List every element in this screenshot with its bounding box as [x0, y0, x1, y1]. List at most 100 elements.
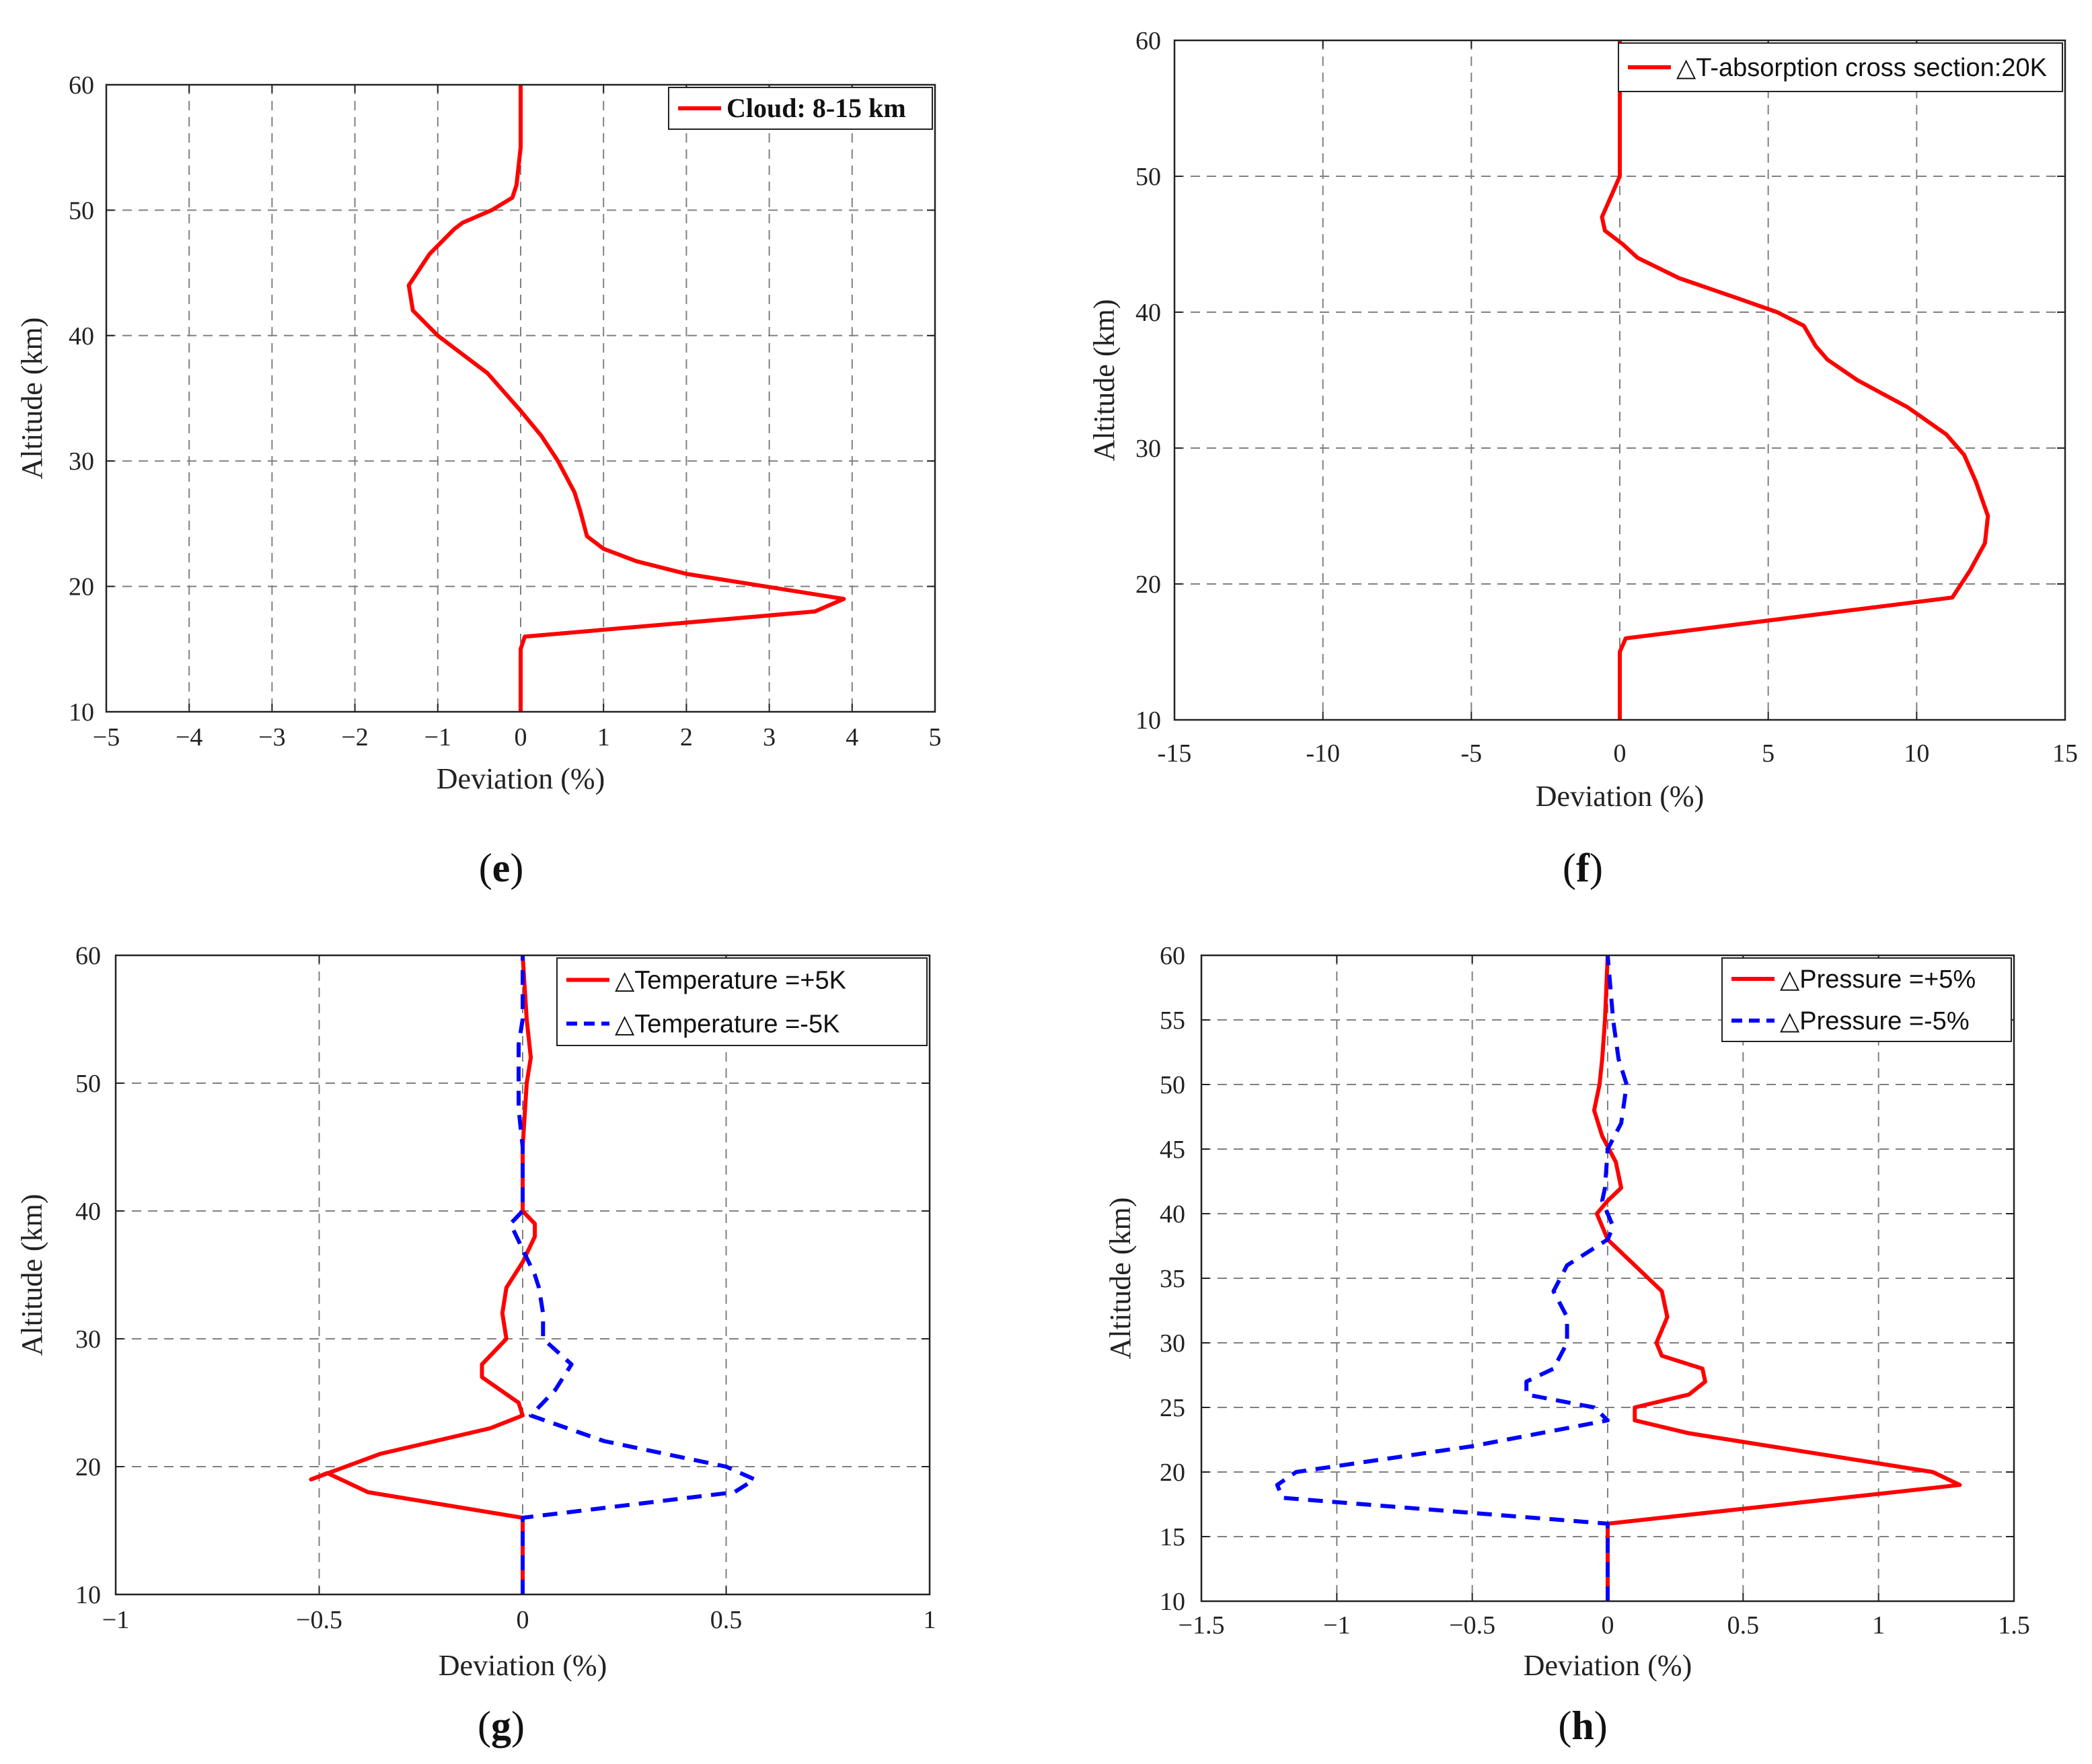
y-tick-label: 25 [1160, 1394, 1185, 1422]
y-tick-label: 20 [1135, 571, 1161, 599]
x-tick-label: −0.5 [1449, 1611, 1495, 1640]
x-tick-label: −1.5 [1179, 1611, 1225, 1640]
legend-entry-label: △T-absorption cross section:20K [1676, 54, 2047, 82]
x-tick-label: -10 [1306, 739, 1340, 768]
y-tick-label: 20 [1160, 1459, 1185, 1487]
y-axis-label: Altitude (km) [15, 318, 48, 480]
x-tick-label: 1.5 [1998, 1611, 2030, 1640]
legend: △Pressure =+5% △Pressure =-5% [1721, 957, 2012, 1042]
y-tick-label: 50 [69, 196, 94, 225]
y-tick-label: 35 [1160, 1265, 1185, 1293]
x-tick-label: 5 [1762, 739, 1775, 768]
y-tick-label: 60 [75, 942, 101, 970]
y-tick-label: 30 [69, 447, 94, 476]
y-tick-label: 60 [1135, 27, 1161, 55]
x-tick-label: 15 [2052, 739, 2078, 768]
axes-frame [1200, 954, 2015, 1603]
y-axis-label: Altitude (km) [1104, 1198, 1137, 1360]
x-tick-label: −3 [258, 723, 285, 751]
y-tick-label: 50 [1160, 1071, 1185, 1099]
legend-box [1618, 42, 2063, 92]
y-tick-label: 20 [69, 573, 94, 601]
legend-entry-label: △Pressure =-5% [1780, 1007, 1970, 1035]
x-tick-label: −1 [1323, 1611, 1350, 1640]
x-axis-label: Deviation (%) [439, 1649, 607, 1682]
y-tick-label: 30 [1135, 435, 1161, 463]
y-axis-label: Altitude (km) [15, 1194, 48, 1356]
x-axis-label: Deviation (%) [1524, 1649, 1692, 1682]
y-tick-label: 40 [1160, 1200, 1185, 1228]
x-tick-label: 0.5 [710, 1606, 743, 1634]
y-tick-label: 10 [1135, 706, 1161, 735]
legend-entry-label: △Temperature =+5K [615, 967, 846, 995]
y-tick-label: 20 [75, 1453, 101, 1481]
x-tick-label: 0 [517, 1606, 529, 1634]
panel-e: −5 −4 −3 −2 −1 0 1 2 3 4 5 10 20 30 40 50 60 Deviation (%… [15, 71, 942, 890]
legend: △T-absorption cross section:20K [1618, 42, 2063, 92]
x-axis-label: Deviation (%) [437, 762, 605, 795]
y-tick-label: 40 [75, 1198, 101, 1226]
y-tick-label: 60 [69, 71, 94, 100]
x-tick-label: 4 [846, 723, 858, 751]
panel-h: −1.5 −1 −0.5 0 0.5 1 1.5 10 15 20 25 30 35 40 45 50 55 60… [1104, 942, 2030, 1748]
series-line-2 [508, 955, 757, 1594]
y-axis-label: Altitude (km) [1088, 299, 1121, 462]
y-tick-label: 50 [75, 1070, 101, 1098]
x-tick-label: −2 [341, 723, 368, 751]
plot-area [116, 955, 930, 1594]
panel-label: (e) [479, 846, 524, 890]
y-tick-label: 60 [1160, 942, 1185, 970]
x-tick-label: 5 [929, 723, 942, 751]
x-tick-label: 10 [1904, 739, 1929, 768]
x-tick-label: 1 [924, 1606, 936, 1634]
x-tick-label: −5 [93, 723, 120, 751]
x-tick-label: 2 [680, 723, 693, 751]
legend: △Temperature =+5K △Temperature =-5K [556, 957, 928, 1046]
x-axis-label: Deviation (%) [1536, 780, 1704, 813]
legend-box [1721, 957, 2012, 1042]
panel-label: (f) [1563, 846, 1603, 890]
y-tick-label: 50 [1135, 163, 1161, 191]
series-line-1 [1592, 955, 1962, 1601]
x-tick-label: 0 [1602, 1611, 1614, 1640]
panel-label: (h) [1558, 1703, 1607, 1748]
y-tick-label: 40 [1135, 299, 1161, 327]
y-tick-label: 45 [1160, 1136, 1185, 1164]
legend-entry-label: Cloud: 8-15 km [726, 93, 906, 123]
y-tick-label: 40 [69, 322, 94, 351]
panel-g: −1 −0.5 0 0.5 1 10 20 30 40 50 60 Deviation (%) Alti… [15, 942, 936, 1748]
legend-entry-label: △Pressure =+5% [1780, 965, 1976, 994]
x-tick-label: -15 [1158, 739, 1192, 768]
x-tick-label: −1 [102, 1606, 129, 1634]
x-tick-label: 0 [515, 723, 527, 751]
legend-box [556, 957, 928, 1046]
x-tick-label: −4 [176, 723, 202, 751]
axes-frame [1173, 39, 2066, 721]
x-tick-label: 1 [1872, 1611, 1885, 1640]
series-line-1 [406, 85, 846, 712]
panel-label: (g) [478, 1703, 525, 1748]
x-tick-label: 0.5 [1727, 1611, 1760, 1640]
x-tick-label: −1 [424, 723, 451, 751]
x-tick-label: 0 [1614, 739, 1627, 768]
legend-entry-label: △Temperature =-5K [615, 1010, 839, 1039]
y-tick-label: 30 [1160, 1329, 1185, 1358]
x-tick-label: −0.5 [296, 1606, 342, 1634]
series-line-1 [1600, 40, 1990, 720]
y-tick-label: 10 [69, 698, 94, 727]
y-tick-label: 10 [1160, 1588, 1185, 1616]
series-line-1 [309, 955, 537, 1594]
x-tick-label: -5 [1461, 739, 1483, 768]
axes-frame [114, 954, 931, 1596]
series-line-2 [1275, 955, 1629, 1601]
x-tick-label: 3 [763, 723, 776, 751]
axes-frame [105, 83, 936, 713]
y-tick-label: 30 [75, 1325, 101, 1354]
y-tick-label: 15 [1160, 1523, 1185, 1551]
x-tick-label: 1 [597, 723, 610, 751]
y-tick-label: 55 [1160, 1006, 1185, 1035]
legend: Cloud: 8-15 km [668, 87, 933, 130]
panel-f: -15 -10 -5 0 5 10 15 10 20 30 40 50 60 Deviation (%) A… [1088, 27, 2078, 890]
y-tick-label: 10 [75, 1581, 101, 1609]
